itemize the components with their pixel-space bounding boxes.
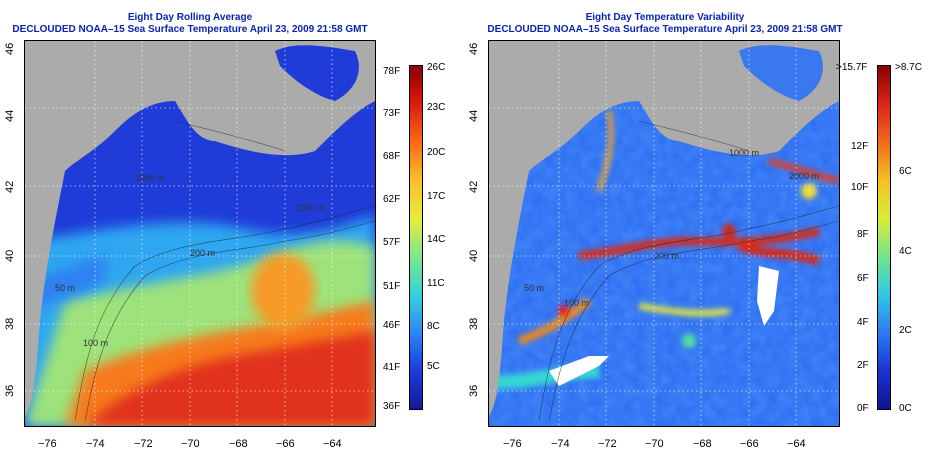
- lat-tick: 42: [4, 180, 16, 193]
- colorbar-c-label: 11C: [427, 278, 445, 289]
- lon-tick: −68: [693, 438, 712, 450]
- sst-variability-map: 200 m 2000 m 1000 m 100 m 50 m: [488, 40, 840, 427]
- colorbar-c-label: 17C: [427, 191, 446, 202]
- contour-label: 50 m: [524, 283, 544, 293]
- lon-tick: −72: [134, 438, 153, 450]
- contour-label: 1000 m: [135, 173, 165, 183]
- sst-average-map: 200 m 1000 m 2000 m 100 m 50 m: [24, 40, 376, 427]
- colorbar-f-label: 73F: [383, 108, 401, 119]
- colorbar-f-label: 8F: [857, 229, 869, 240]
- contour-label: 2000 m: [295, 203, 325, 213]
- colorbar-f-label: 36F: [383, 401, 401, 412]
- colorbar-f-label: 6F: [857, 273, 869, 284]
- contour-label: 200 m: [654, 251, 679, 261]
- colorbar-f-label: 0F: [857, 403, 869, 414]
- colorbar-f-label: 41F: [383, 362, 401, 373]
- colorbar-c-label: 2C: [899, 325, 912, 336]
- sst-average-map-image: 200 m 1000 m 2000 m 100 m 50 m: [25, 41, 375, 426]
- lon-tick: −72: [598, 438, 617, 450]
- lon-tick: −70: [645, 438, 664, 450]
- colorbar-c-label: 8C: [427, 321, 440, 332]
- contour-label: 100 m: [564, 298, 589, 308]
- lat-tick: 36: [468, 384, 480, 397]
- lon-tick: −68: [229, 438, 248, 450]
- colorbar-f-label: 57F: [383, 237, 401, 248]
- lon-tick: −64: [787, 438, 806, 450]
- colorbar-f-label: 68F: [383, 151, 401, 162]
- lon-tick: −74: [551, 438, 570, 450]
- left-map-subtitle: DECLOUDED NOAA–15 Sea Surface Temperatur…: [12, 24, 368, 35]
- colorbar-f-label: 78F: [383, 66, 401, 77]
- lat-tick: 36: [4, 384, 16, 397]
- lon-tick: −64: [323, 438, 342, 450]
- sst-colorbar: [409, 65, 423, 410]
- colorbar-c-label: 6C: [899, 166, 912, 177]
- colorbar-f-label: 2F: [857, 360, 869, 371]
- colorbar-c-label: 14C: [427, 234, 446, 245]
- colorbar-c-label: 26C: [427, 62, 446, 73]
- colorbar-c-label: 5C: [427, 361, 440, 372]
- colorbar-f-label: >15.7F: [836, 62, 868, 73]
- colorbar-f-label: 46F: [383, 320, 401, 331]
- colorbar-c-label: 4C: [899, 246, 912, 257]
- lat-tick: 46: [468, 42, 480, 55]
- colorbar-f-label: 51F: [383, 281, 401, 292]
- lat-tick: 38: [4, 317, 16, 330]
- lat-tick: 46: [4, 42, 16, 55]
- contour-label: 2000 m: [789, 171, 819, 181]
- contour-label: 100 m: [83, 338, 108, 348]
- lon-tick: −66: [276, 438, 295, 450]
- lat-tick: 44: [468, 109, 480, 122]
- right-map-title: Eight Day Temperature Variability: [585, 12, 745, 23]
- lat-tick: 44: [4, 109, 16, 122]
- colorbar-c-label: >8.7C: [895, 62, 922, 73]
- lon-tick: −66: [740, 438, 759, 450]
- sst-variability-map-image: 200 m 2000 m 1000 m 100 m 50 m: [489, 41, 839, 426]
- lon-tick: −70: [181, 438, 200, 450]
- colorbar-c-label: 23C: [427, 102, 446, 113]
- colorbar-f-label: 12F: [851, 141, 869, 152]
- variability-colorbar: [877, 65, 891, 410]
- colorbar-c-label: 20C: [427, 147, 446, 158]
- colorbar-f-label: 10F: [851, 182, 869, 193]
- colorbar-c-label: 0C: [899, 403, 912, 414]
- lon-tick: −74: [86, 438, 105, 450]
- contour-label: 200 m: [190, 248, 215, 258]
- contour-label: 50 m: [55, 283, 75, 293]
- colorbar-f-label: 62F: [383, 194, 401, 205]
- colorbar-f-label: 4F: [857, 317, 869, 328]
- lat-tick: 38: [468, 317, 480, 330]
- lat-tick: 40: [468, 249, 480, 262]
- lat-tick: 42: [468, 180, 480, 193]
- lon-tick: −76: [38, 438, 57, 450]
- lat-tick: 40: [4, 249, 16, 262]
- lon-tick: −76: [503, 438, 522, 450]
- right-map-subtitle: DECLOUDED NOAA–15 Sea Surface Temperatur…: [487, 24, 843, 35]
- contour-label: 1000 m: [729, 148, 759, 158]
- left-map-title: Eight Day Rolling Average: [127, 12, 253, 23]
